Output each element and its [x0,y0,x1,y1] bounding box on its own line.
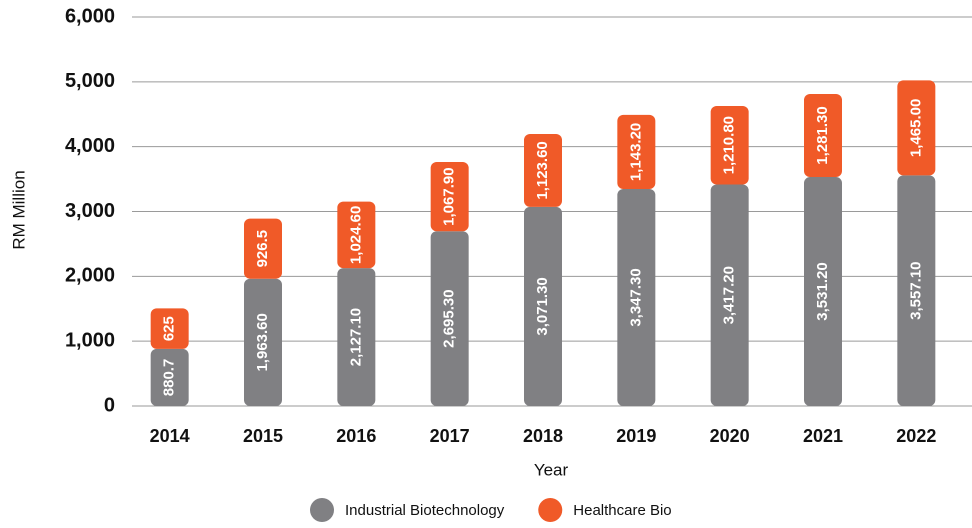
y-tick-label: 6,000 [65,5,115,27]
x-tick-label: 2020 [710,426,750,446]
x-tick-label: 2017 [430,426,470,446]
bar-segment [150,348,189,406]
value-label: 2,695.30 [441,289,458,347]
bar-segment [430,231,469,406]
x-tick-label: 2014 [150,426,190,446]
value-label: 3,071.30 [534,277,551,335]
x-tick-label: 2021 [803,426,843,446]
y-tick-label: 5,000 [65,70,115,92]
x-tick-label: 2019 [616,426,656,446]
x-tick-label: 2015 [243,426,283,446]
y-tick-label: 2,000 [65,265,115,287]
legend-label: Industrial Biotechnology [345,502,505,519]
bar-segment [710,184,749,406]
bar-segment [617,188,656,406]
y-axis-title: RM Million [9,170,28,249]
value-label: 625 [161,316,178,341]
y-tick-label: 3,000 [65,200,115,222]
bar-segment [337,201,376,269]
value-label: 1,210.80 [721,116,738,174]
value-label: 2,127.10 [347,308,364,366]
value-label: 3,417.20 [721,266,738,324]
value-label: 3,347.30 [627,268,644,326]
bar-segment [337,268,376,406]
value-label: 1,143.20 [627,123,644,181]
value-label: 3,531.20 [814,262,831,320]
value-label: 880.7 [161,359,178,397]
bar-segment [804,177,842,406]
value-label: 1,067.90 [441,167,458,225]
value-label: 926.5 [254,230,271,268]
value-label: 1,024.60 [347,206,364,264]
value-label: 1,123.60 [534,141,551,199]
value-label: 3,557.10 [907,261,924,319]
bar-segment [150,308,189,349]
bar-segment [897,80,936,176]
value-label: 1,465.00 [907,99,924,157]
bar-segment [430,162,469,232]
bar-segment [524,134,562,207]
bar-segment [244,218,282,279]
y-tick-label: 4,000 [65,135,115,157]
x-axis-title: Year [534,460,569,479]
legend-swatch [538,498,563,522]
value-label: 1,281.30 [814,106,831,164]
x-tick-label: 2018 [523,426,563,446]
y-tick-label: 0 [104,394,115,416]
value-label: 1,963.60 [254,313,271,371]
legend-swatch [310,498,334,522]
bar-segment [244,278,282,406]
x-tick-label: 2016 [336,426,376,446]
y-tick-label: 1,000 [65,329,115,351]
bar-segment [804,93,842,178]
legend-label: Healthcare Bio [573,502,671,519]
bar-segment [617,114,656,189]
bar-segment [897,175,936,406]
bar-segment [524,206,562,406]
bar-segment [710,105,749,185]
x-tick-label: 2022 [896,426,936,446]
